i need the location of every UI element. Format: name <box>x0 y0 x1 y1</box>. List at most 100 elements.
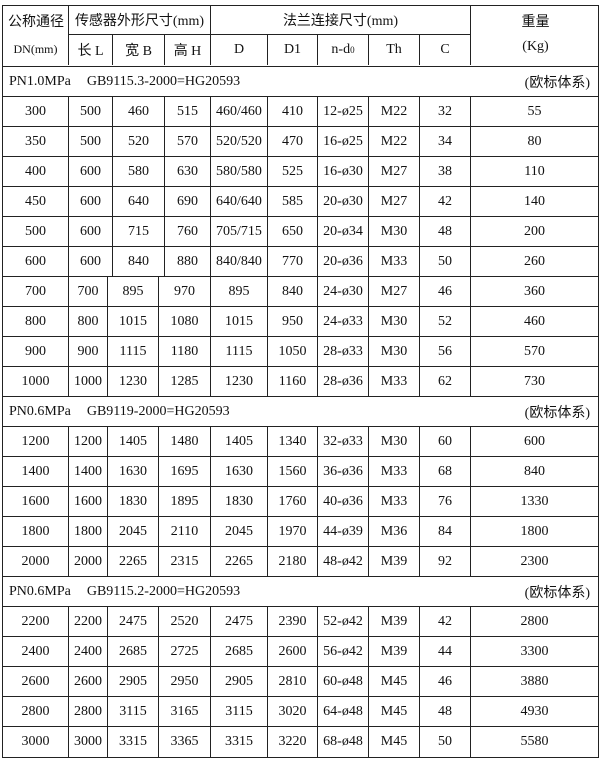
cell-height: 1695 <box>159 457 211 486</box>
table-row: 450 600 640 690 640/640 585 20-ø30 M27 42 140 <box>3 187 598 217</box>
section-row: PN0.6MPa GB9115.2-2000=HG20593 (欧标体系) <box>3 577 598 607</box>
cell-n-d0: 20-ø30 <box>318 187 369 216</box>
cell-d: 2475 <box>211 607 268 636</box>
cell-n-d0: 20-ø34 <box>318 217 369 246</box>
cell-dn: 400 <box>3 157 69 186</box>
cell-n-d0: 44-ø39 <box>318 517 369 546</box>
cell-dn: 2200 <box>3 607 69 636</box>
dn-label: 公称通径 <box>8 15 64 30</box>
cell-th: M27 <box>369 157 420 186</box>
cell-height: 2110 <box>159 517 211 546</box>
cell-d1: 650 <box>268 217 318 246</box>
cell-length: 700 <box>69 277 108 306</box>
table-row: 2800 2800 3115 3165 3115 3020 64-ø48 M45 48 4930 <box>3 697 598 727</box>
cell-weight: 460 <box>524 313 545 329</box>
cell-c: 68 <box>420 457 471 486</box>
cell-length: 3000 <box>69 727 108 757</box>
cell-n-d0: 24-ø33 <box>318 307 369 336</box>
weight-label: 重量 <box>521 15 550 30</box>
cell-n-d0: 36-ø36 <box>318 457 369 486</box>
cell-length: 1600 <box>69 487 108 516</box>
cell-dn: 500 <box>3 217 69 246</box>
cell-th: M27 <box>369 277 420 306</box>
cell-length: 2800 <box>69 697 108 726</box>
section-info: PN1.0MPa GB9115.3-2000=HG20593 (欧标体系) <box>3 67 598 96</box>
cell-d: 640/640 <box>211 187 268 216</box>
cell-d1: 2600 <box>268 637 318 666</box>
cell-dn: 450 <box>3 187 69 216</box>
cell-height: 760 <box>165 217 211 246</box>
cell-weight: 5580 <box>520 734 549 749</box>
cell-dn: 2000 <box>3 547 69 576</box>
cell-length: 900 <box>69 337 108 366</box>
cell-d1: 1760 <box>268 487 318 516</box>
cell-weight: 1330 <box>520 493 549 509</box>
section-info: PN0.6MPa GB9115.2-2000=HG20593 (欧标体系) <box>3 577 598 606</box>
cell-c: 50 <box>420 247 471 276</box>
cell-d1: 1970 <box>268 517 318 546</box>
cell-height: 1480 <box>159 427 211 456</box>
cell-d: 520/520 <box>211 127 268 156</box>
cell-th: M30 <box>369 217 420 246</box>
cell-height: 2725 <box>159 637 211 666</box>
cell-weight: 2800 <box>520 613 549 629</box>
cell-height: 630 <box>165 157 211 186</box>
cell-height: 1080 <box>159 307 211 336</box>
col-n-d0-label: n-d <box>331 42 351 57</box>
cell-dn: 900 <box>3 337 69 366</box>
cell-th: M30 <box>369 307 420 336</box>
cell-height: 970 <box>159 277 211 306</box>
cell-height: 2315 <box>159 547 211 576</box>
cell-n-d0: 40-ø36 <box>318 487 369 516</box>
section-row: PN1.0MPa GB9115.3-2000=HG20593 (欧标体系) <box>3 67 598 97</box>
cell-th: M45 <box>369 727 420 757</box>
col-height: 高 H <box>165 35 211 65</box>
cell-width: 640 <box>113 187 165 216</box>
cell-length: 1000 <box>69 367 108 396</box>
cell-d: 2045 <box>211 517 268 546</box>
cell-weight: 80 <box>527 133 542 149</box>
cell-n-d0: 56-ø42 <box>318 637 369 666</box>
section-row: PN0.6MPa GB9119-2000=HG20593 (欧标体系) <box>3 397 598 427</box>
cell-th: M27 <box>369 187 420 216</box>
section-info: PN0.6MPa GB9119-2000=HG20593 (欧标体系) <box>3 397 598 426</box>
cell-length: 600 <box>69 247 113 276</box>
cell-d1: 770 <box>268 247 318 276</box>
cell-dn: 2400 <box>3 637 69 666</box>
cell-height: 3365 <box>159 727 211 757</box>
cell-d1: 2180 <box>268 547 318 576</box>
cell-height: 2520 <box>159 607 211 636</box>
cell-d: 460/460 <box>211 97 268 126</box>
cell-n-d0: 24-ø30 <box>318 277 369 306</box>
cell-length: 600 <box>69 187 113 216</box>
cell-c: 44 <box>420 637 471 666</box>
cell-d1: 950 <box>268 307 318 336</box>
col-width: 宽 B <box>113 35 165 65</box>
dimension-table: 公称通径 DN(mm) 传感器外形尺寸(mm) 法兰连接尺寸(mm) 重量 (K… <box>2 5 599 758</box>
cell-c: 56 <box>420 337 471 366</box>
cell-weight: 840 <box>524 463 545 479</box>
cell-d: 1630 <box>211 457 268 486</box>
cell-c: 34 <box>420 127 471 156</box>
cell-n-d0: 28-ø36 <box>318 367 369 396</box>
flange-dimensions-group: 法兰连接尺寸(mm) <box>211 6 471 35</box>
cell-th: M33 <box>369 247 420 276</box>
cell-d1: 1160 <box>268 367 318 396</box>
cell-d1: 2390 <box>268 607 318 636</box>
cell-n-d0: 64-ø48 <box>318 697 369 726</box>
cell-th: M33 <box>369 457 420 486</box>
cell-c: 42 <box>420 187 471 216</box>
table-row: 1600 1600 1830 1895 1830 1760 40-ø36 M33 76 1330 <box>3 487 598 517</box>
cell-d1: 525 <box>268 157 318 186</box>
cell-width: 520 <box>113 127 165 156</box>
cell-dn: 1800 <box>3 517 69 546</box>
cell-th: M45 <box>369 667 420 696</box>
cell-dn: 2800 <box>3 697 69 726</box>
cell-weight: 55 <box>527 103 542 119</box>
col-length: 长 L <box>69 35 113 65</box>
cell-height: 1180 <box>159 337 211 366</box>
cell-dn: 2600 <box>3 667 69 696</box>
cell-d1: 2810 <box>268 667 318 696</box>
sensor-dimensions-group: 传感器外形尺寸(mm) <box>69 6 211 35</box>
weight-unit: (Kg) <box>522 39 549 54</box>
